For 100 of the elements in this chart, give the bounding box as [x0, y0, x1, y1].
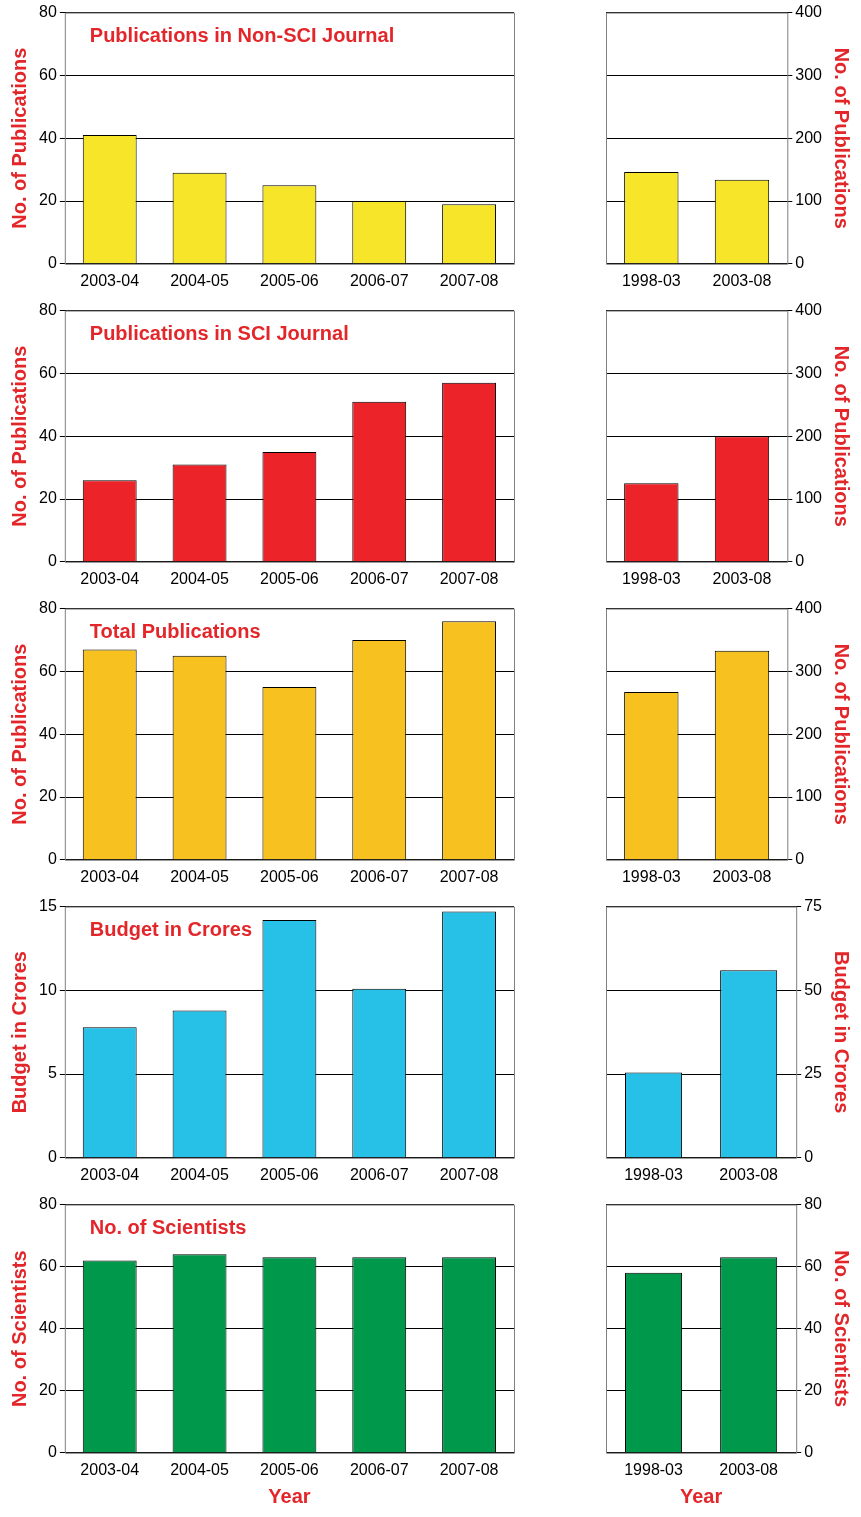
y-tick-label: 20	[39, 1381, 57, 1399]
y2-tick-label: 25	[804, 1064, 823, 1082]
y-tick-label: 40	[39, 426, 57, 444]
y-tick-label: 20	[39, 191, 57, 209]
y-axis-title: No. of Scientists	[7, 1250, 30, 1408]
y-tick-label: 40	[39, 1319, 57, 1337]
x-tick-label: 1998-03	[624, 1460, 684, 1478]
y2-tick-label: 200	[795, 724, 823, 742]
x-tick-label: 1998-03	[621, 867, 681, 885]
y-tick-label: 60	[39, 363, 57, 381]
y2-tick-label: 100	[795, 191, 823, 209]
y-tick-label: 0	[47, 254, 57, 272]
y2-axis-title: Budget in Crores	[831, 951, 854, 1114]
y2-tick-label: 100	[795, 489, 823, 507]
y-tick-label: 60	[39, 1257, 57, 1275]
y2-axis-title: No. of Scientists	[831, 1250, 854, 1408]
x-tick-label: 2007-08	[439, 867, 499, 885]
x-axis-title: Year	[679, 1484, 723, 1507]
y-tick-label: 15	[39, 897, 57, 915]
x-tick-label: 2007-08	[439, 1460, 499, 1478]
x-tick-label: 2003-08	[712, 867, 772, 885]
y-tick-label: 80	[39, 3, 57, 21]
x-tick-label: 2004-05	[170, 1460, 230, 1478]
x-tick-label: 2003-08	[719, 1165, 779, 1183]
x-tick-label: 2004-05	[170, 1165, 230, 1183]
x-tick-label: 2006-07	[349, 867, 409, 885]
x-tick-label: 2003-08	[719, 1460, 779, 1478]
y-tick-label: 0	[47, 552, 57, 570]
y-tick-label: 20	[39, 489, 57, 507]
x-tick-label: 2003-04	[80, 867, 140, 885]
text: Budget in Crores	[89, 918, 253, 941]
x-tick-label: 1998-03	[624, 1165, 684, 1183]
y2-tick-label: 300	[795, 363, 823, 381]
y2-tick-label: 0	[795, 552, 805, 570]
x-tick-label: 1998-03	[621, 271, 681, 289]
y2-tick-label: 50	[804, 980, 823, 998]
x-tick-label: 2003-04	[80, 569, 140, 587]
y2-tick-label: 400	[795, 301, 823, 319]
text: Publications in SCI Journal	[89, 322, 349, 345]
y-tick-label: 80	[39, 1195, 57, 1213]
x-tick-label: 2003-08	[712, 569, 772, 587]
y-tick-label: 80	[39, 599, 57, 617]
x-tick-label: 1998-03	[621, 569, 681, 587]
y-tick-label: 0	[47, 1443, 57, 1461]
text: Total Publications	[89, 620, 261, 643]
y2-tick-label: 300	[795, 65, 823, 83]
text: Publications in Non-SCI Journal	[89, 24, 395, 47]
y2-tick-label: 0	[795, 254, 805, 272]
y2-tick-label: 20	[804, 1381, 823, 1399]
x-tick-label: 2004-05	[170, 867, 230, 885]
x-tick-label: 2006-07	[349, 569, 409, 587]
y2-tick-label: 200	[795, 128, 823, 146]
y-tick-label: 60	[39, 65, 57, 83]
x-tick-label: 2005-06	[260, 569, 319, 587]
y2-tick-label: 100	[795, 787, 823, 805]
y2-tick-label: 60	[804, 1257, 823, 1275]
x-tick-label: 2003-04	[80, 1460, 140, 1478]
x-tick-label: 2006-07	[349, 1165, 409, 1183]
y-axis-title: No. of Publications	[7, 643, 30, 825]
x-tick-label: 2004-05	[170, 271, 230, 289]
y-tick-label: 80	[39, 301, 57, 319]
y-tick-label: 40	[39, 724, 57, 742]
y-axis-title: Budget in Crores	[7, 951, 30, 1114]
y2-axis-title: No. of Publications	[831, 643, 854, 825]
y2-axis-title: No. of Publications	[831, 47, 854, 229]
x-tick-label: 2007-08	[439, 271, 499, 289]
y2-tick-label: 400	[795, 3, 823, 21]
y-tick-label: 40	[39, 128, 57, 146]
x-tick-label: 2003-08	[712, 271, 772, 289]
x-tick-label: 2005-06	[260, 1165, 319, 1183]
x-tick-label: 2007-08	[439, 569, 499, 587]
x-axis-title: Year	[268, 1484, 311, 1507]
x-tick-label: 2005-06	[260, 1460, 319, 1478]
y2-tick-label: 0	[804, 1443, 814, 1461]
text: No. of Scientists	[89, 1216, 247, 1239]
x-tick-label: 2007-08	[439, 1165, 499, 1183]
y2-tick-label: 300	[795, 661, 823, 679]
y-tick-label: 0	[47, 850, 57, 868]
y2-tick-label: 80	[804, 1195, 823, 1213]
y-tick-label: 10	[39, 980, 57, 998]
x-tick-label: 2006-07	[349, 1460, 409, 1478]
y2-tick-label: 400	[795, 599, 823, 617]
x-tick-label: 2003-04	[80, 271, 140, 289]
x-tick-label: 2004-05	[170, 569, 230, 587]
x-tick-label: 2005-06	[260, 271, 319, 289]
y-tick-label: 5	[47, 1064, 57, 1082]
y-tick-label: 20	[39, 787, 57, 805]
x-tick-label: 2003-04	[80, 1165, 140, 1183]
y2-tick-label: 200	[795, 426, 823, 444]
y-axis-title: No. of Publications	[7, 47, 30, 229]
x-tick-label: 2006-07	[349, 271, 409, 289]
y2-tick-label: 0	[804, 1148, 814, 1166]
y2-tick-label: 40	[804, 1319, 823, 1337]
x-tick-label: 2005-06	[260, 867, 319, 885]
y2-tick-label: 75	[804, 897, 823, 915]
y-axis-title: No. of Publications	[7, 345, 30, 527]
y-tick-label: 0	[47, 1148, 57, 1166]
y2-tick-label: 0	[795, 850, 805, 868]
y2-axis-title: No. of Publications	[831, 345, 854, 527]
y-tick-label: 60	[39, 661, 57, 679]
